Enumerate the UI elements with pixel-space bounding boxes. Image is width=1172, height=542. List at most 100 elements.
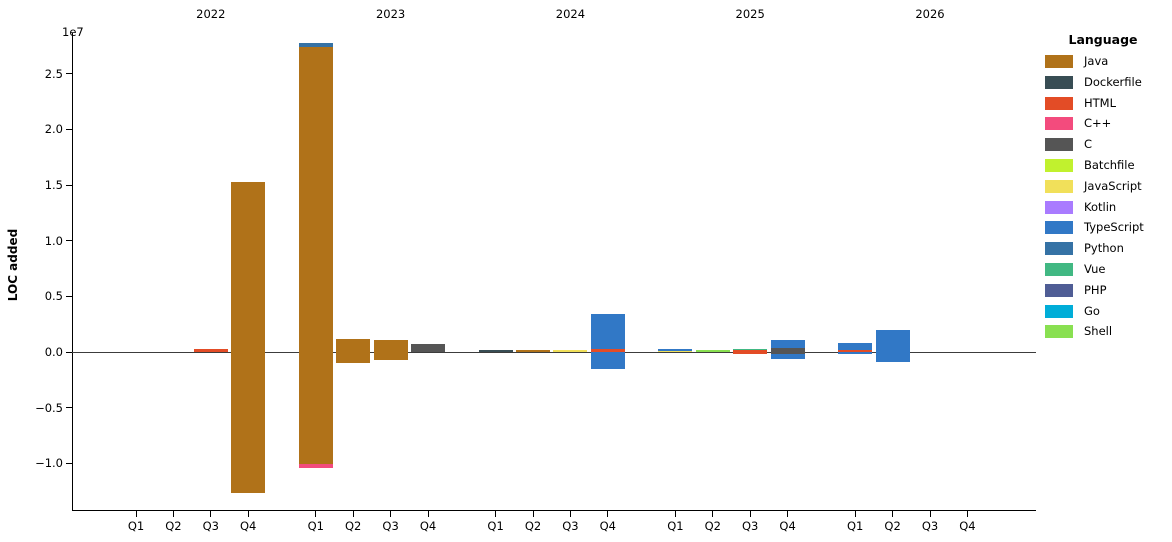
- x-tick-mark: [390, 511, 392, 517]
- x-tick-label: Q4: [599, 519, 616, 533]
- x-tick-label: Q1: [127, 519, 145, 533]
- legend-swatch-batchfile: [1045, 158, 1073, 172]
- legend-swatch-c: [1045, 138, 1073, 152]
- year-label: 2026: [915, 7, 945, 21]
- y-tick-label: 2.0: [44, 122, 63, 137]
- x-tick-mark: [607, 511, 609, 517]
- x-tick-label: Q2: [884, 519, 901, 533]
- legend-item: C: [1045, 138, 1171, 152]
- bar-segment-typescript: [658, 349, 693, 352]
- y-axis-spine: [72, 33, 73, 510]
- legend-swatch-dockerfile: [1045, 75, 1073, 89]
- y-axis-label: LOC added: [6, 228, 20, 302]
- x-tick-mark: [787, 511, 789, 517]
- x-tick-mark: [674, 511, 676, 517]
- y-tick-label: −0.5: [35, 400, 63, 415]
- bar-segment-java: [231, 352, 266, 494]
- bar-segment-javascript: [658, 351, 693, 352]
- y-tick-label: 1.5: [44, 178, 63, 193]
- y-tick-label: 2.5: [44, 66, 63, 81]
- x-tick-label: Q3: [202, 519, 219, 533]
- bar-segment-java: [373, 352, 408, 360]
- x-tick-mark: [352, 511, 354, 517]
- y-tick-mark: [66, 407, 72, 409]
- x-tick-label: Q3: [562, 519, 579, 533]
- x-tick-mark: [712, 511, 714, 517]
- bar-segment-java: [373, 339, 408, 352]
- bar-segment-java: [336, 338, 371, 352]
- legend-item: Shell: [1045, 324, 1171, 339]
- bar-segment-typescript: [590, 314, 625, 350]
- legend-item: Go: [1045, 303, 1171, 318]
- y-tick-label: 0.0: [44, 345, 63, 359]
- x-tick-mark: [854, 511, 856, 517]
- legend-item: TypeScript: [1045, 221, 1171, 235]
- legend-items: Java Dockerfile HTML C++ C Batchfile JavaScrip…: [1045, 55, 1171, 339]
- x-tick-mark: [135, 511, 137, 517]
- bar-segment-typescript: [875, 352, 910, 363]
- legend-item: Java: [1045, 55, 1171, 68]
- bar-segment-java: [336, 352, 371, 364]
- x-tick-label: Q1: [847, 519, 864, 533]
- bar-segment-typescript: [770, 339, 805, 348]
- bar-segment-typescript: [590, 352, 625, 369]
- bar-segment-c: [770, 347, 805, 352]
- legend-label: Python: [1084, 241, 1124, 256]
- bar-segment-html: [590, 349, 625, 352]
- legend-label: Go: [1084, 303, 1100, 318]
- y-axis-offset-text: 1e7: [62, 25, 84, 39]
- x-tick-label: Q3: [921, 519, 939, 533]
- legend-item: PHP: [1045, 283, 1171, 297]
- legend-item: Batchfile: [1045, 158, 1171, 172]
- x-tick-mark: [532, 511, 534, 517]
- x-tick-label: Q4: [959, 519, 976, 533]
- x-tick-mark: [210, 511, 212, 517]
- bar-segment-c: [770, 352, 805, 355]
- legend-label: Shell: [1084, 324, 1113, 339]
- bar-segment-typescript: [838, 343, 873, 350]
- x-tick-label: Q2: [704, 519, 721, 533]
- bar-segment-python: [298, 42, 333, 48]
- legend-label: Vue: [1084, 261, 1106, 276]
- x-tick-mark: [247, 511, 249, 517]
- bar-segment-html: [193, 348, 228, 352]
- bar-segment-html: [838, 349, 873, 352]
- legend-swatch-php: [1045, 283, 1073, 297]
- x-tick-label: Q4: [779, 519, 796, 533]
- legend-swatch-html: [1045, 96, 1073, 110]
- y-tick-mark: [66, 73, 72, 75]
- y-tick-label: −1.0: [35, 456, 63, 471]
- y-tick-mark: [66, 351, 72, 353]
- legend-item: Kotlin: [1045, 200, 1171, 214]
- x-tick-mark: [315, 511, 317, 517]
- x-tick-label: Q1: [487, 519, 504, 533]
- x-tick-mark: [966, 511, 968, 517]
- legend-swatch-cpp: [1045, 117, 1073, 131]
- bar-segment-vue: [733, 349, 768, 351]
- legend-item: C++: [1045, 117, 1171, 131]
- year-label: 2025: [735, 7, 765, 21]
- legend: Language Java Dockerfile HTML C++ C Batchfile…: [1045, 32, 1171, 346]
- y-tick-label: 0.5: [44, 289, 63, 304]
- bar-segment-dockerfile: [478, 349, 513, 352]
- legend-swatch-java: [1045, 55, 1073, 68]
- bar-segment-cpp: [298, 464, 333, 468]
- legend-label: Dockerfile: [1084, 74, 1142, 89]
- legend-label: JavaScript: [1084, 178, 1142, 193]
- bar-segment-typescript: [770, 354, 805, 359]
- legend-item: Vue: [1045, 261, 1171, 276]
- legend-title: Language: [1068, 32, 1138, 47]
- x-tick-mark: [929, 511, 931, 517]
- y-tick-mark: [66, 295, 72, 297]
- x-tick-mark: [172, 511, 174, 517]
- zero-baseline: [72, 351, 1036, 353]
- bar-segment-javascript: [553, 350, 588, 352]
- legend-item: Dockerfile: [1045, 74, 1171, 89]
- bar-segment-java: [298, 352, 333, 465]
- bar-segment-java: [231, 181, 266, 352]
- x-tick-mark: [427, 511, 429, 517]
- year-label: 2023: [375, 7, 406, 21]
- year-label: 2024: [555, 7, 586, 21]
- legend-swatch-typescript: [1045, 221, 1073, 235]
